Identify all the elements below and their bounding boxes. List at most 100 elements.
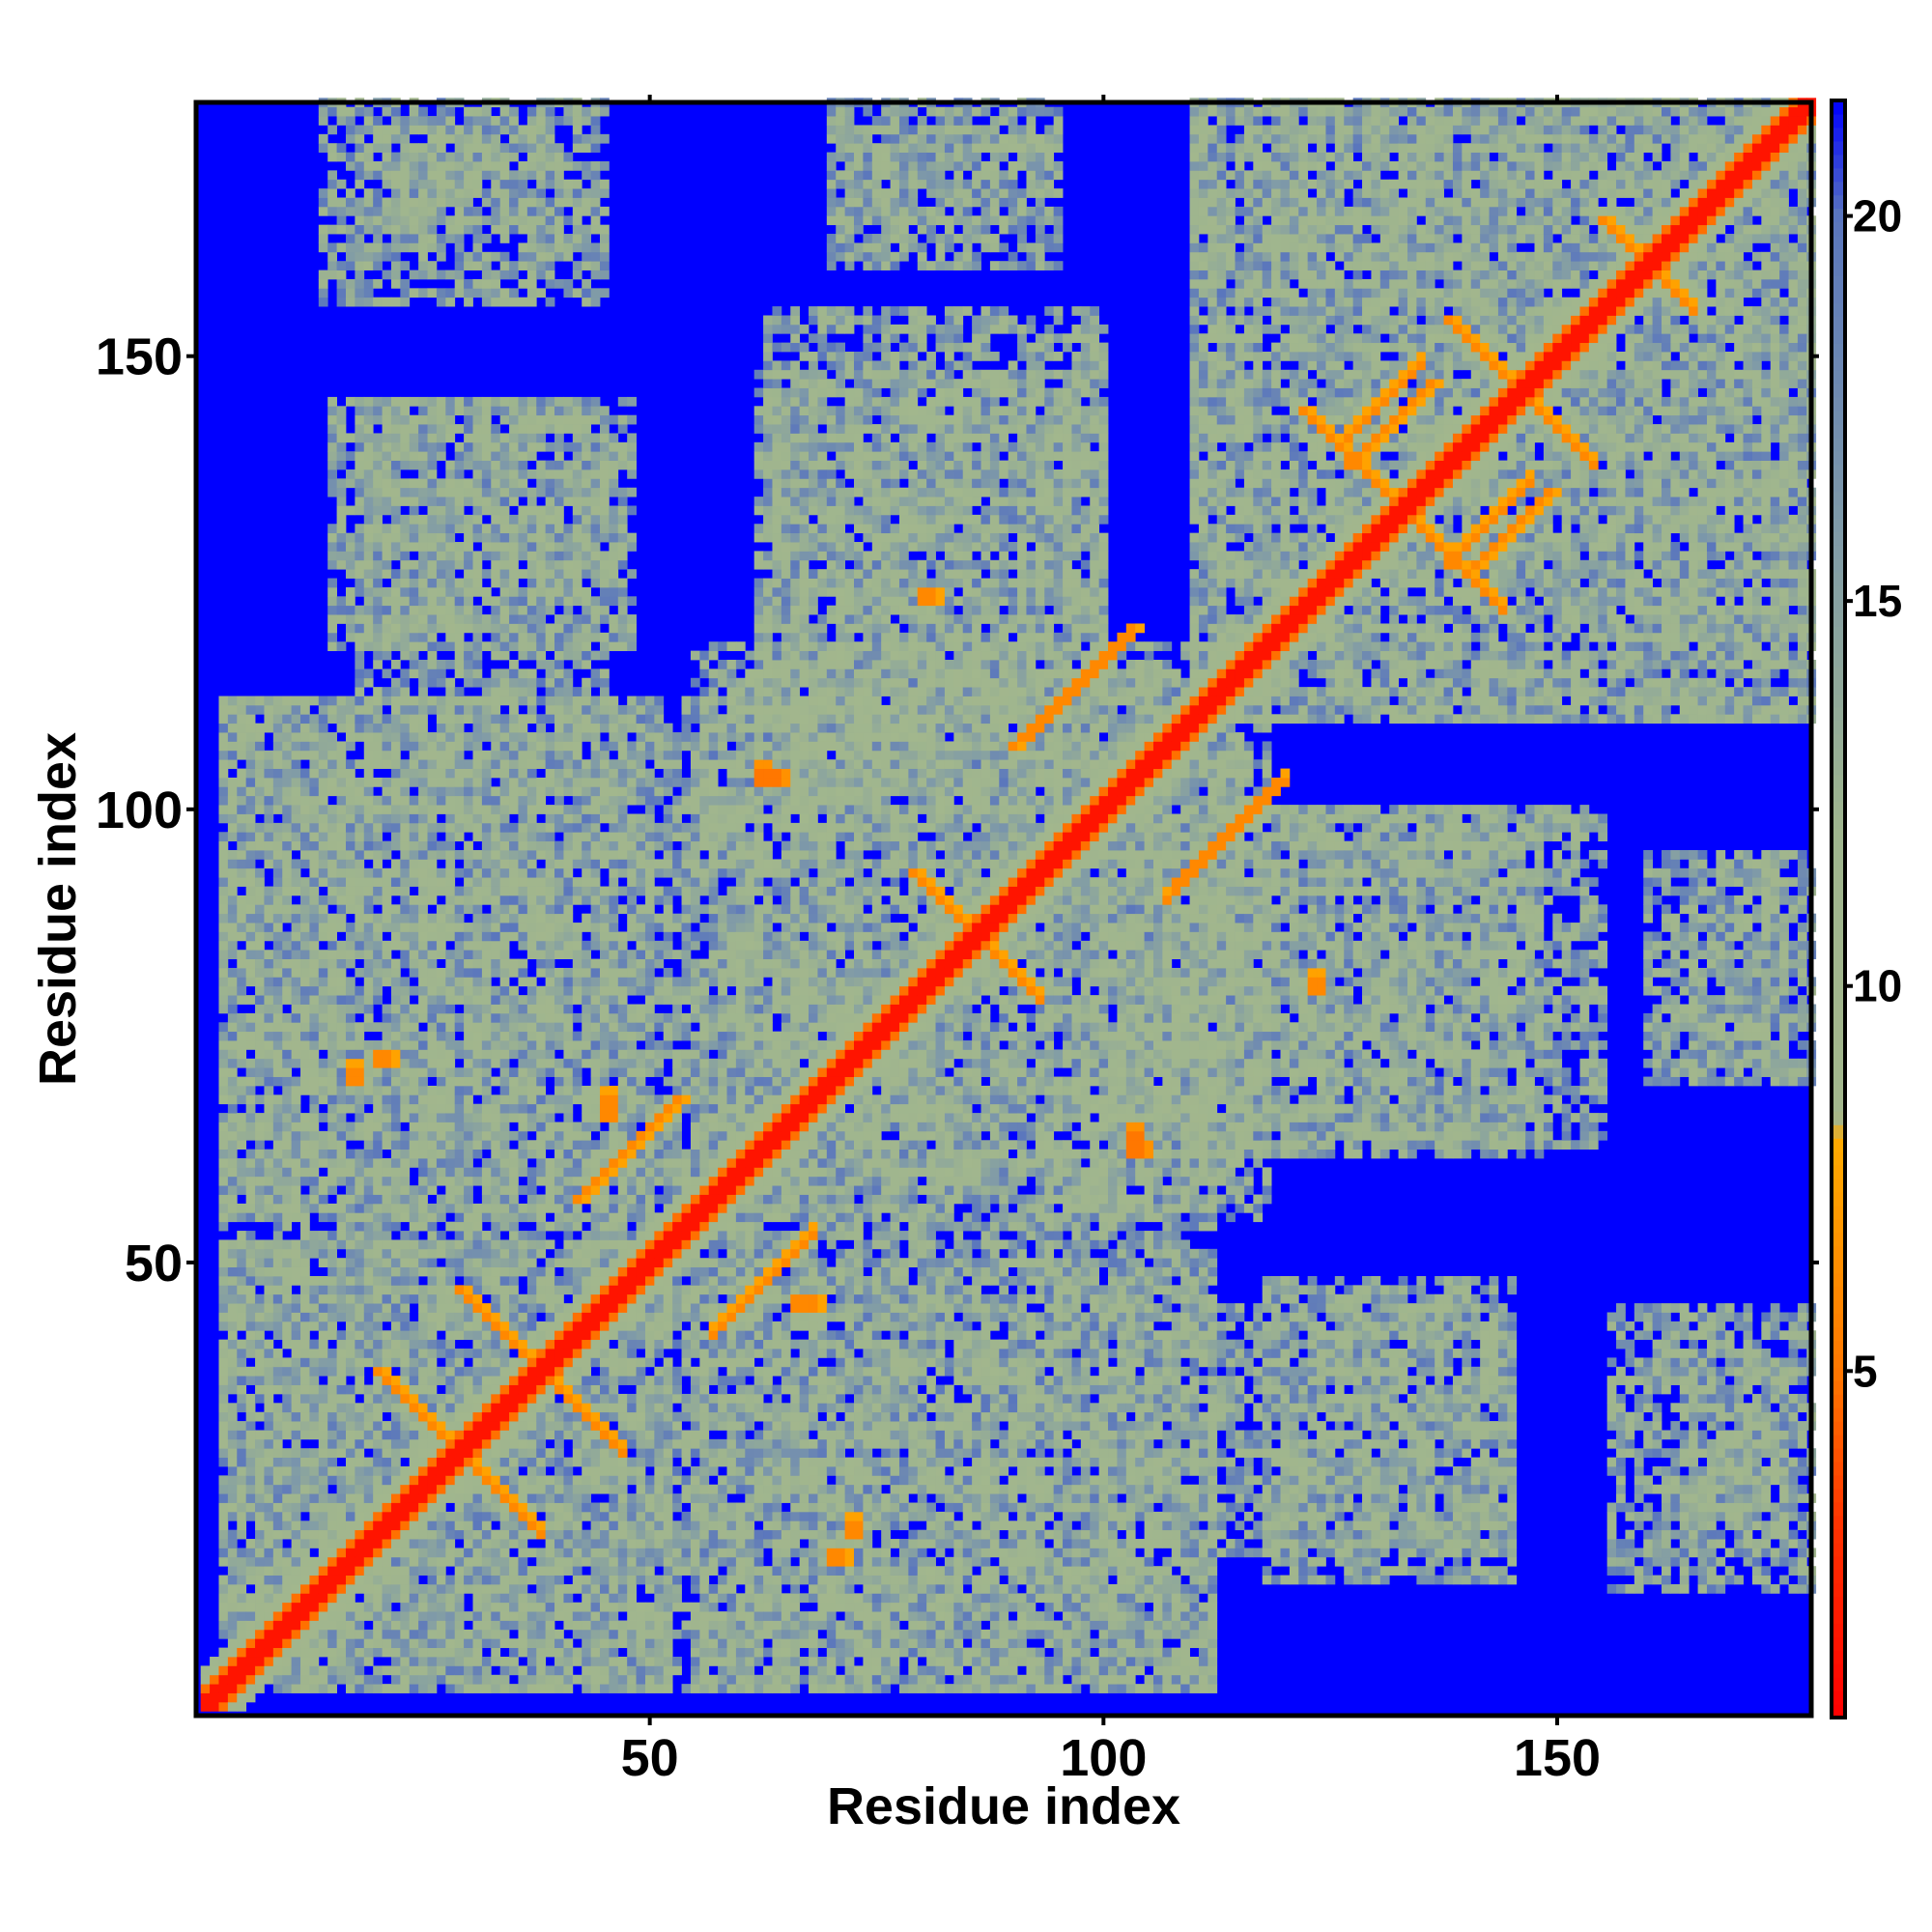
heatmap-cell (491, 1657, 501, 1666)
heatmap-cell (237, 1248, 247, 1259)
heatmap-cell (454, 623, 465, 634)
heatmap-cell (464, 1321, 473, 1331)
heatmap-cell (245, 995, 256, 1005)
heatmap-cell (536, 1684, 547, 1693)
heatmap-cell (373, 822, 383, 833)
heatmap-cell (400, 234, 411, 243)
heatmap-cell (526, 505, 537, 516)
heatmap-cell (464, 1176, 473, 1186)
heatmap-cell (363, 1339, 374, 1350)
heatmap-cell (363, 1629, 374, 1639)
heatmap-cell (499, 985, 510, 996)
heatmap-cell (336, 867, 347, 878)
heatmap-cell (355, 850, 365, 860)
heatmap-cell (237, 1657, 247, 1666)
heatmap-cell (245, 1212, 256, 1223)
heatmap-cell (245, 1475, 256, 1486)
heatmap-cell (509, 1330, 519, 1341)
heatmap-cell (363, 805, 374, 814)
heatmap-cell (545, 1004, 555, 1014)
heatmap-cell (518, 224, 528, 235)
heatmap-cell (237, 1085, 247, 1095)
heatmap-cell (291, 995, 301, 1005)
heatmap-cell (472, 1339, 483, 1350)
heatmap-cell (481, 1330, 492, 1341)
heatmap-cell (255, 1376, 265, 1385)
heatmap-cell (291, 1502, 301, 1513)
heatmap-cell (481, 1657, 492, 1666)
heatmap-cell (382, 1231, 392, 1240)
heatmap-cell (345, 1266, 355, 1277)
heatmap-cell (409, 505, 419, 516)
heatmap-cell (309, 1638, 320, 1649)
heatmap-cell (309, 1339, 320, 1350)
heatmap-cell (436, 497, 446, 506)
heatmap-cell (282, 822, 293, 833)
heatmap-cell (345, 1647, 355, 1658)
heatmap-cell (272, 840, 283, 851)
heatmap-cell (363, 1384, 374, 1395)
heatmap-cell (518, 1403, 528, 1413)
heatmap-cell (526, 125, 537, 135)
heatmap-cell (318, 1339, 328, 1350)
heatmap-cell (526, 1638, 537, 1649)
heatmap-cell (336, 1430, 347, 1440)
heatmap-cell (509, 215, 519, 226)
heatmap-cell (418, 1194, 428, 1205)
heatmap-cell (472, 487, 483, 497)
heatmap-cell (336, 995, 347, 1005)
heatmap-cell (373, 116, 383, 126)
heatmap-cell (272, 714, 283, 724)
heatmap-cell (373, 1176, 383, 1186)
heatmap-cell (382, 1012, 392, 1023)
heatmap-cell (245, 1040, 256, 1050)
heatmap-cell (373, 1058, 383, 1068)
heatmap-cell (282, 1312, 293, 1322)
heatmap-cell (318, 1176, 328, 1186)
heatmap-cell (373, 641, 383, 652)
heatmap-cell (245, 786, 256, 797)
heatmap-cell (436, 741, 446, 752)
heatmap-cell (363, 278, 374, 289)
heatmap-cell (200, 1684, 211, 1693)
heatmap-cell (445, 288, 456, 298)
heatmap-cell (409, 152, 419, 162)
heatmap-cell (382, 605, 392, 615)
heatmap-cell (336, 433, 347, 443)
heatmap-cell (327, 1266, 337, 1277)
heatmap-cell (272, 1258, 283, 1267)
heatmap-cell (518, 750, 528, 760)
heatmap-cell (345, 1575, 355, 1585)
heatmap-cell (454, 867, 465, 878)
heatmap-cell (436, 1058, 446, 1068)
heatmap-cell (454, 931, 465, 942)
heatmap-cell (545, 1665, 555, 1676)
heatmap-cell (255, 1366, 265, 1377)
heatmap-cell (318, 1113, 328, 1122)
heatmap-cell (282, 950, 293, 959)
heatmap-cell (545, 1593, 555, 1604)
heatmap-cell (272, 1566, 283, 1576)
heatmap-cell (355, 1266, 365, 1277)
heatmap-cell (291, 940, 301, 951)
heatmap-cell (291, 1049, 301, 1060)
heatmap-cell (218, 1275, 229, 1286)
heatmap-cell (255, 822, 265, 833)
heatmap-cell (526, 1593, 537, 1604)
heatmap-cell (454, 1638, 465, 1649)
heatmap-cell (499, 1421, 510, 1431)
heatmap-cell (445, 497, 456, 506)
heatmap-cell (345, 741, 355, 752)
heatmap-cell (499, 1031, 510, 1041)
heatmap-cell (382, 1085, 392, 1095)
heatmap-cell (373, 1140, 383, 1151)
heatmap-cell (436, 1113, 446, 1122)
heatmap-cell (454, 1647, 465, 1658)
heatmap-cell (400, 1231, 411, 1240)
heatmap-cell (409, 1665, 419, 1676)
heatmap-cell (445, 1638, 456, 1649)
heatmap-cell (390, 1657, 401, 1666)
heatmap-cell (373, 1022, 383, 1033)
heatmap-cell (472, 433, 483, 443)
heatmap-cell (363, 614, 374, 624)
